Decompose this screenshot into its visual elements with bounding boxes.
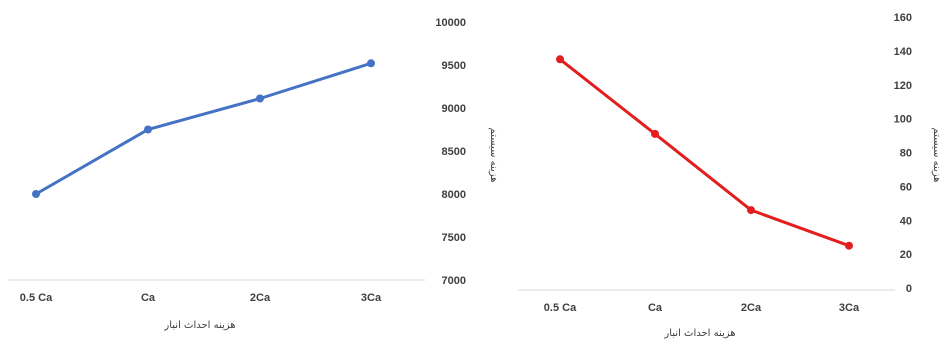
y-tick-label: 80 bbox=[900, 148, 912, 160]
x-tick-labels: 0.5 Ca Ca 2Ca 3Ca bbox=[20, 292, 382, 304]
y-tick-labels: 0 20 40 60 80 100 120 140 160 bbox=[894, 12, 912, 295]
data-point bbox=[256, 94, 264, 103]
x-tick-label: 0.5 Ca bbox=[544, 302, 577, 314]
y-tick-label: 8000 bbox=[442, 189, 466, 201]
x-axis-title: هزینه احداث انبار bbox=[663, 328, 735, 339]
y-tick-label: 60 bbox=[900, 181, 912, 193]
data-point bbox=[651, 129, 659, 138]
y-tick-label: 7500 bbox=[442, 232, 466, 244]
y-axis-title: هزینه سیستم bbox=[488, 127, 499, 182]
series-group bbox=[556, 55, 853, 250]
series-group bbox=[32, 59, 375, 198]
x-axis-title: هزینه احداث انبار bbox=[163, 320, 235, 331]
x-tick-label: Ca bbox=[648, 302, 663, 314]
y-axis-title: هزینه سیستم bbox=[931, 127, 942, 182]
x-tick-label: 0.5 Ca bbox=[20, 292, 53, 304]
series-line bbox=[34, 61, 373, 196]
data-point bbox=[144, 125, 152, 134]
y-tick-label: 20 bbox=[900, 249, 912, 261]
y-tick-label: 9500 bbox=[442, 60, 466, 72]
y-tick-label: 40 bbox=[900, 215, 912, 227]
data-point bbox=[556, 55, 564, 64]
y-tick-labels: 7000 7500 8000 8500 9000 9500 10000 bbox=[435, 17, 466, 287]
y-tick-label: 140 bbox=[894, 46, 912, 58]
y-tick-label: 100 bbox=[894, 114, 912, 126]
chart-left: 0.5 Ca Ca 2Ca 3Ca 7000 7500 8000 8500 9000 9500 1… bbox=[8, 17, 499, 331]
y-tick-label: 8500 bbox=[442, 146, 466, 158]
x-tick-label: Ca bbox=[141, 292, 156, 304]
y-tick-label: 7000 bbox=[442, 275, 466, 287]
data-point bbox=[747, 206, 755, 215]
x-tick-label: 3Ca bbox=[839, 302, 860, 314]
data-point bbox=[845, 241, 853, 250]
y-tick-label: 160 bbox=[894, 12, 912, 24]
y-tick-label: 120 bbox=[894, 80, 912, 92]
series-line bbox=[558, 57, 851, 248]
y-tick-label: 10000 bbox=[435, 17, 466, 29]
x-tick-label: 3Ca bbox=[361, 292, 382, 304]
data-point bbox=[367, 59, 375, 68]
x-tick-label: 2Ca bbox=[741, 302, 762, 314]
x-tick-labels: 0.5 Ca Ca 2Ca 3Ca bbox=[544, 302, 860, 314]
y-tick-label: 0 bbox=[906, 283, 912, 295]
y-tick-label: 9000 bbox=[442, 103, 466, 115]
chart-right: 0.5 Ca Ca 2Ca 3Ca 0 20 40 60 80 100 120 140 160 هزی… bbox=[518, 12, 942, 339]
data-point bbox=[32, 190, 40, 198]
x-tick-label: 2Ca bbox=[250, 292, 271, 304]
